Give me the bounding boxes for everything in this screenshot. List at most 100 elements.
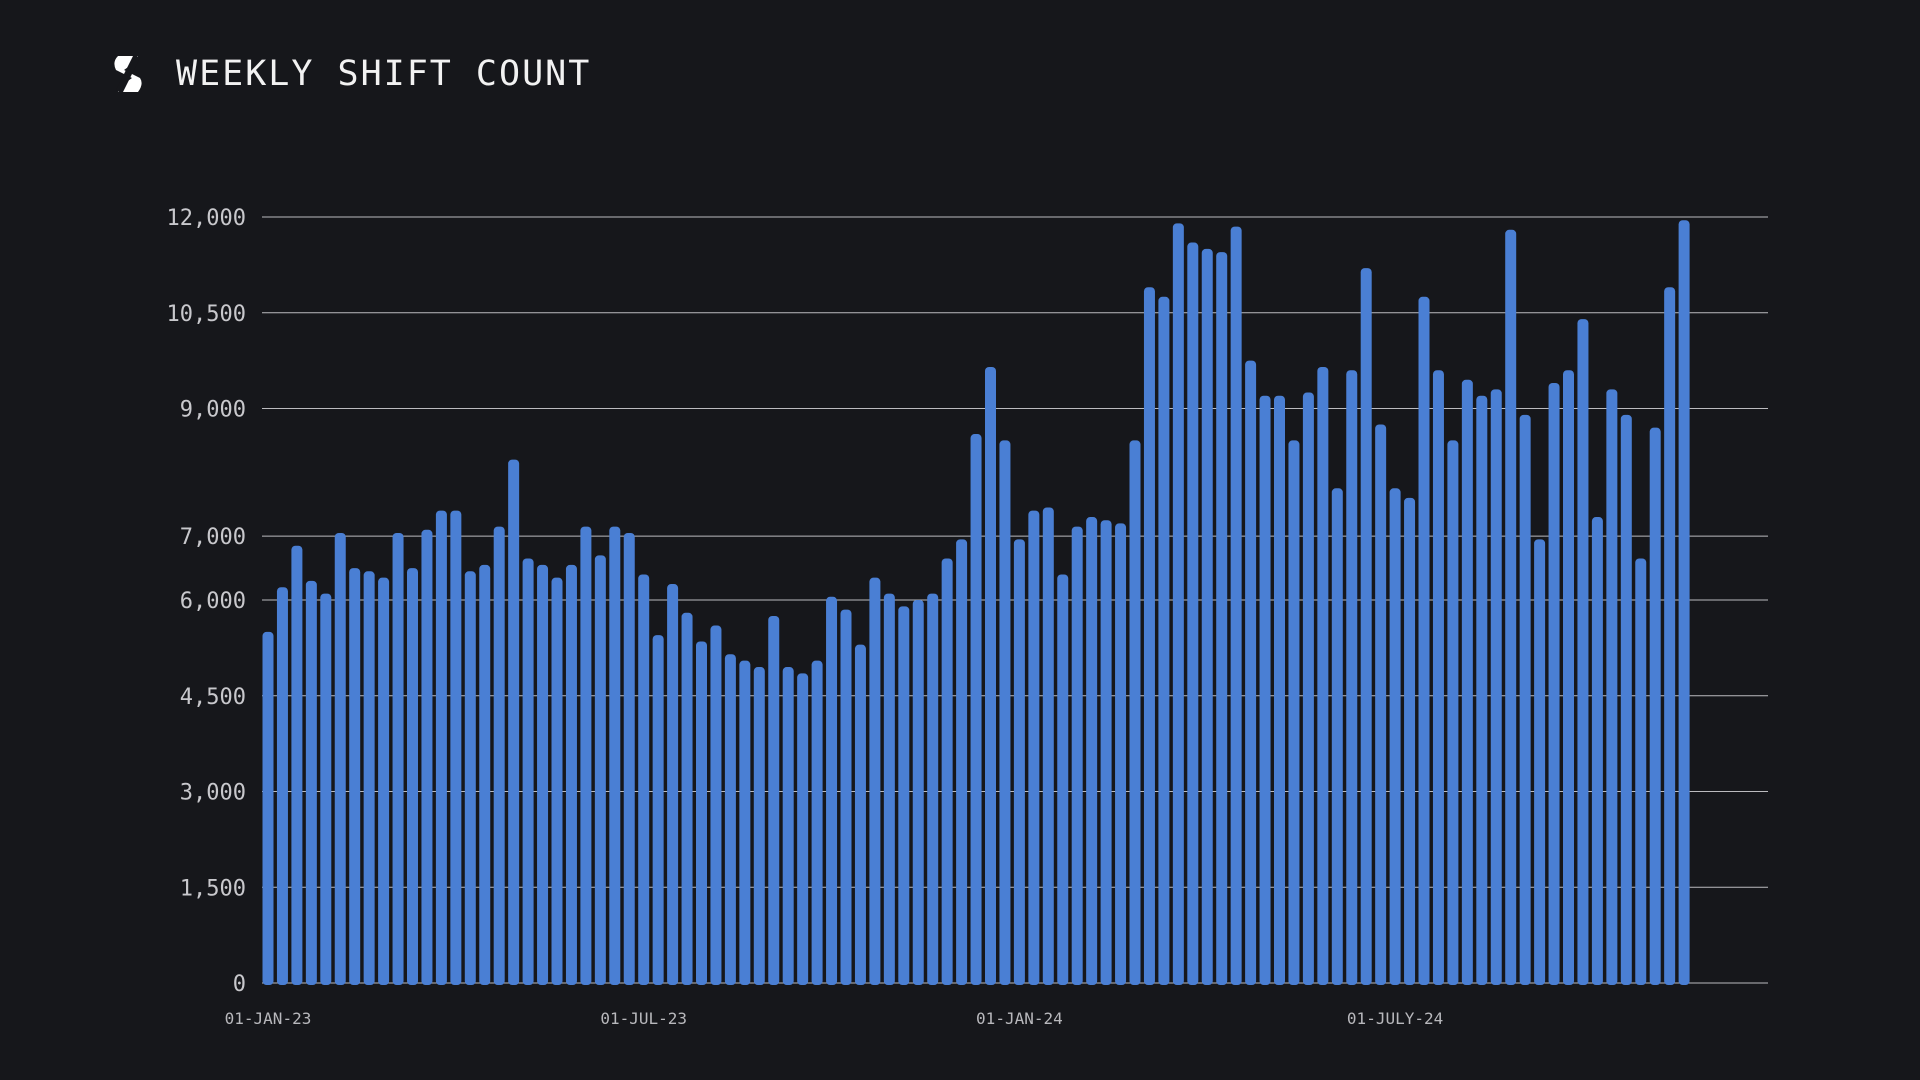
y-tick-label: 6,000 [180, 589, 246, 614]
bar [1418, 296, 1430, 986]
bar [768, 615, 780, 985]
bar [956, 539, 968, 985]
bar [1288, 440, 1300, 986]
x-tick-label: 01-JUL-23 [600, 1009, 687, 1028]
bar [1649, 427, 1661, 985]
bar [1505, 229, 1517, 985]
y-tick-label: 1,500 [180, 876, 246, 901]
bar [667, 584, 679, 985]
bar [840, 609, 852, 985]
bar [696, 641, 707, 985]
bar [927, 593, 939, 985]
bar [1331, 488, 1343, 985]
bar [508, 459, 520, 986]
bar [1129, 440, 1141, 986]
bar [652, 635, 664, 985]
bar [999, 440, 1011, 986]
bar [1635, 558, 1647, 985]
bar [1563, 370, 1574, 985]
bar [305, 580, 317, 985]
bar [522, 558, 534, 985]
bar [1534, 539, 1546, 985]
bar [985, 367, 996, 986]
bar [1057, 574, 1069, 985]
bar [1028, 510, 1040, 985]
bar [320, 593, 332, 985]
bar [435, 510, 447, 985]
brand-s-logo-icon [114, 54, 142, 94]
bar [1013, 539, 1025, 985]
bar [1577, 319, 1589, 986]
bar [1490, 389, 1502, 986]
bar [1432, 370, 1444, 985]
bar [912, 600, 924, 985]
bar [1086, 517, 1098, 985]
bar [623, 532, 635, 985]
bar [811, 660, 823, 985]
bar [1404, 497, 1416, 985]
bar [1360, 268, 1372, 986]
bar [392, 532, 404, 985]
bar [970, 434, 982, 985]
bar [1274, 395, 1285, 985]
bar [681, 612, 693, 985]
bar [609, 526, 621, 985]
bar [1346, 370, 1358, 985]
bar [724, 654, 736, 985]
bar [1302, 392, 1314, 986]
bar [1606, 389, 1618, 986]
bar [378, 577, 390, 985]
bar [1230, 226, 1242, 985]
bar [450, 510, 462, 985]
bar [1591, 517, 1603, 985]
bar [421, 529, 433, 985]
bar [1519, 414, 1531, 986]
bar [782, 667, 794, 985]
bar [1461, 379, 1473, 985]
bar [898, 606, 910, 985]
bar [638, 574, 650, 985]
bar [334, 532, 346, 985]
bar [1158, 296, 1170, 986]
bar [1620, 414, 1632, 986]
bar [1143, 287, 1155, 985]
bar [407, 568, 418, 985]
bar [1245, 360, 1257, 985]
y-tick-label: 10,500 [167, 302, 246, 327]
y-tick-label: 4,500 [180, 685, 246, 710]
bar [1216, 252, 1228, 985]
bar [1375, 424, 1387, 985]
bar [551, 577, 563, 985]
bar [594, 555, 606, 985]
bar [869, 577, 881, 985]
bar [1115, 523, 1127, 985]
bar [1042, 507, 1054, 985]
bar [1548, 382, 1560, 985]
x-tick-label: 01-JAN-24 [976, 1009, 1063, 1028]
chart-header: WEEKLY SHIFT COUNT [110, 52, 591, 96]
bar [464, 571, 476, 985]
bar [1447, 440, 1459, 986]
bar [493, 526, 505, 985]
bar [1664, 287, 1676, 985]
bar [1100, 520, 1112, 985]
bar [479, 564, 491, 985]
bar [1389, 488, 1401, 985]
bar [1201, 248, 1213, 985]
y-tick-label: 9,000 [180, 398, 246, 423]
y-tick-label: 7,000 [180, 525, 246, 550]
bar [1172, 223, 1184, 986]
y-tick-label: 3,000 [180, 781, 246, 806]
x-tick-label: 01-JAN-23 [225, 1009, 312, 1028]
bar [1678, 220, 1690, 986]
bar [1476, 395, 1488, 985]
bar [262, 631, 274, 985]
bar [565, 564, 577, 985]
bar [941, 558, 953, 985]
bar [854, 644, 866, 985]
bar [349, 568, 361, 985]
bar [580, 526, 592, 985]
bar [363, 571, 375, 985]
bar [1259, 395, 1271, 985]
